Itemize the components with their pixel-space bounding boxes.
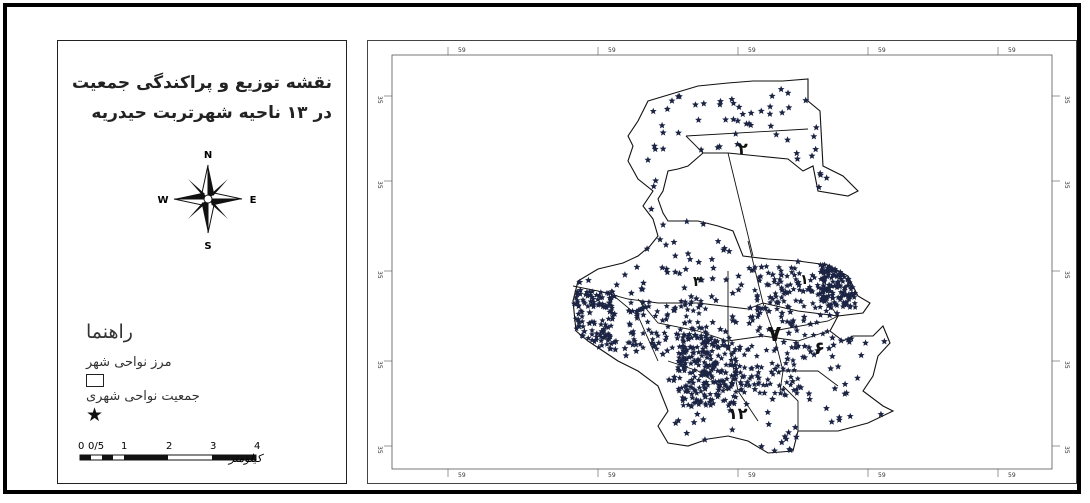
grid-label-right: 35 (1063, 96, 1070, 104)
grid-label-bottom: 59 (748, 472, 756, 479)
scale-bar: 0 0/5 1 2 3 4 کیلومتر (76, 439, 336, 479)
scale-tick-3: 3 (210, 441, 216, 452)
compass-east-label: E (250, 195, 257, 206)
grid-label-left: 35 (376, 446, 383, 454)
legend-boundary-label: مرز نواحی شهر (86, 355, 172, 370)
grid-label-bottom: 59 (878, 472, 886, 479)
scale-tick-0-5: 0/5 (88, 441, 104, 452)
grid-label-left: 35 (376, 181, 383, 189)
compass-north-label: N (204, 150, 212, 161)
grid-label-right: 35 (1063, 446, 1070, 454)
district-label: ۷ (768, 322, 782, 347)
district-label: ۲ (738, 139, 748, 158)
legend-panel: نقشه توزیع و پراکندگی جمعیت در ۱۳ ناحیه … (57, 40, 347, 484)
district-label: ۶ (814, 338, 825, 359)
grid-label-right: 35 (1063, 361, 1070, 369)
grid-label-left: 35 (376, 361, 383, 369)
legend-population-label: جمعیت نواحی شهری (86, 389, 200, 404)
compass-south-label: S (204, 241, 211, 252)
grid-label-top: 59 (608, 47, 616, 54)
grid-label-top: 59 (458, 47, 466, 54)
grid-label-bottom: 59 (608, 472, 616, 479)
grid-label-left: 35 (376, 271, 383, 279)
district-label: ۳ (693, 274, 702, 290)
grid-label-top: 59 (1008, 47, 1016, 54)
grid-label-left: 35 (376, 96, 383, 104)
map-title-line-1: نقشه توزیع و پراکندگی جمعیت (72, 73, 332, 93)
scale-unit-label: کیلومتر (227, 452, 265, 465)
compass-west-label: W (157, 195, 168, 206)
city-map: 59 59 59 59 59 59 59 59 59 59 35 35 35 3… (368, 41, 1076, 483)
map-sheet-frame: نقشه توزیع و پراکندگی جمعیت در ۱۳ ناحیه … (3, 3, 1081, 494)
scale-tick-1: 1 (121, 441, 127, 452)
district-label: ۱۲ (728, 404, 748, 423)
grid-label-bottom: 59 (458, 472, 466, 479)
star-icon: ★ (86, 405, 103, 425)
scale-tick-4: 4 (254, 441, 260, 452)
grid-label-right: 35 (1063, 181, 1070, 189)
north-arrow-compass-icon: N S E W (153, 144, 263, 254)
legend-heading: راهنما (86, 321, 133, 343)
grid-label-bottom: 59 (1008, 472, 1016, 479)
grid-label-top: 59 (748, 47, 756, 54)
legend-boundary-swatch (86, 374, 104, 387)
map-title-line-2: در ۱۳ ناحیه شهرتربت حیدریه (91, 103, 332, 123)
map-frame: 59 59 59 59 59 59 59 59 59 59 35 35 35 3… (367, 40, 1077, 484)
grid-label-right: 35 (1063, 271, 1070, 279)
scale-tick-2: 2 (166, 441, 172, 452)
grid-label-top: 59 (878, 47, 886, 54)
district-label: ۱ (800, 272, 809, 288)
scale-tick-0: 0 (78, 441, 84, 452)
